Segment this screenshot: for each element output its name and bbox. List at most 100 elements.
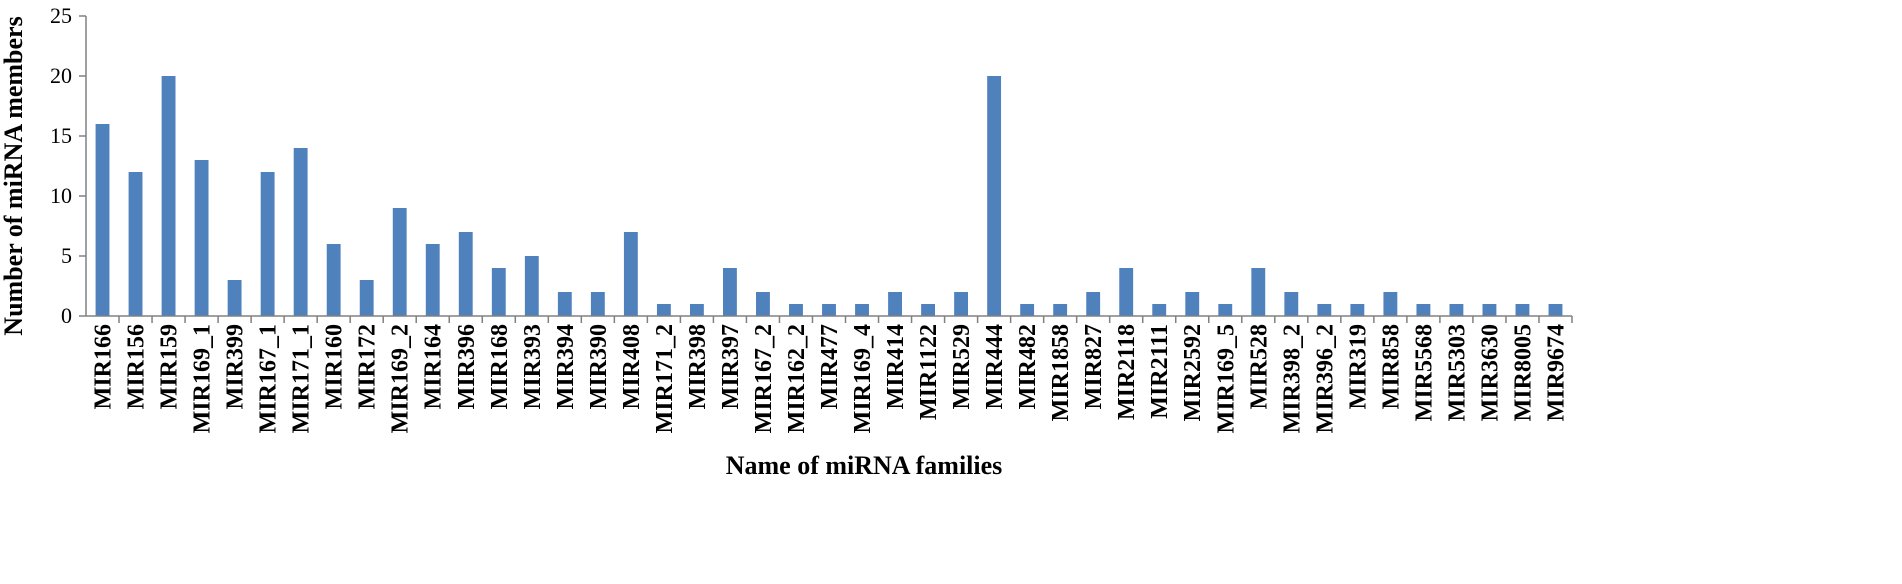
x-tick-label-mir171_2: MIR171_2 [652,324,678,433]
bar-mir156 [128,172,143,316]
x-tick-label-mir398_2: MIR398_2 [1279,324,1305,433]
y-axis-ticks: 0 5 10 15 20 25 [50,3,86,328]
bar-mir477 [822,304,836,316]
y-tick-label: 5 [61,243,72,268]
bar-mir169_4 [855,304,869,316]
bar-mir398_2 [1284,292,1299,316]
bar-mir168 [491,268,506,316]
x-tick-label-mir167_2: MIR167_2 [751,324,777,433]
x-tick-label-mir5568: MIR5568 [1411,324,1437,421]
bar-mir169_2 [392,208,407,316]
bar-mir393 [524,256,539,316]
x-tick-label-mir162_2: MIR162_2 [784,324,810,433]
bar-mir169_5 [1218,304,1233,316]
x-tick-label-mir2111: MIR2111 [1147,324,1173,419]
bar-mir3630 [1482,304,1497,316]
bar-mir167_2 [756,292,770,316]
x-tick-label-mir3630: MIR3630 [1477,324,1503,421]
bar-mir319 [1350,304,1365,316]
bar-mir396_2 [1317,304,1332,316]
x-tick-label-mir396: MIR396 [454,324,480,409]
x-tick-label-mir5303: MIR5303 [1444,324,1470,421]
bar-mir167_1 [260,172,275,316]
bar-mir414 [888,292,902,316]
y-tick-label: 15 [50,123,72,148]
bar-mir398 [689,304,704,316]
x-tick-label-mir444: MIR444 [982,324,1008,409]
x-tick-label-mir477: MIR477 [817,324,843,409]
x-tick-label-mir408: MIR408 [619,324,645,409]
bar-mir827 [1086,292,1101,316]
x-tick-label-mir398: MIR398 [685,324,711,409]
y-tick-label: 10 [50,183,72,208]
bar-mir408 [623,232,638,316]
bar-mir166 [95,124,110,316]
x-tick-label-mir169_4: MIR169_4 [850,324,876,433]
x-tick-label-mir482: MIR482 [1015,324,1041,409]
x-tick-label-mir394: MIR394 [553,324,579,409]
x-axis-category-labels: MIR166 MIR156 MIR159 MIR169_1 MIR399 MIR167_1… [91,324,1570,433]
x-tick-label-mir2118: MIR2118 [1114,324,1140,420]
bar-mir9674 [1548,304,1563,316]
bar-mir397 [722,268,737,316]
bar-mir5568 [1416,304,1431,316]
y-tick-label: 25 [50,3,72,28]
bar-mir1858 [1053,304,1068,316]
bar-mir482 [1020,304,1035,316]
x-tick-label-mir169_5: MIR169_5 [1213,324,1239,433]
x-tick-label-mir390: MIR390 [586,324,612,409]
y-axis-title: Number of miRNA members [0,16,28,335]
bar-mir159 [161,76,176,316]
bar-mir2118 [1119,268,1134,316]
bar-mir171_1 [293,148,308,316]
bar-mir164 [425,244,440,316]
bars [95,76,1573,323]
bar-mir172 [359,280,374,316]
x-tick-label-mir414: MIR414 [883,324,909,409]
x-tick-label-mir169_1: MIR169_1 [190,324,216,433]
x-tick-label-mir393: MIR393 [520,324,546,409]
x-tick-label-mir528: MIR528 [1246,324,1272,409]
bar-mir2111 [1152,304,1167,316]
x-tick-label-mir168: MIR168 [487,324,513,409]
x-tick-label-mir858: MIR858 [1378,324,1404,409]
x-tick-label-mir171_1: MIR171_1 [289,324,315,433]
bar-mir528 [1251,268,1266,316]
x-tick-label-mir397: MIR397 [718,324,744,409]
x-tick-label-mir396_2: MIR396_2 [1312,324,1338,433]
bar-mir162_2 [789,304,803,316]
x-tick-label-mir160: MIR160 [322,324,348,409]
bar-mir396 [458,232,473,316]
bar-mir5303 [1449,304,1464,316]
y-tick-label: 0 [61,303,72,328]
bar-mir2592 [1185,292,1200,316]
bar-mir399 [227,280,242,316]
x-tick-label-mir319: MIR319 [1345,324,1371,409]
x-tick-label-mir169_2: MIR169_2 [388,324,414,433]
bar-mir8005 [1515,304,1530,316]
x-tick-label-mir2592: MIR2592 [1180,324,1206,421]
x-axis-title: Name of miRNA families [726,451,1003,480]
y-tick-label: 20 [50,63,72,88]
x-tick-label-mir164: MIR164 [421,324,447,409]
x-tick-label-mir8005: MIR8005 [1510,324,1536,421]
x-tick-label-mir167_1: MIR167_1 [256,324,282,433]
x-tick-label-mir827: MIR827 [1081,324,1107,409]
bar-mir394 [557,292,572,316]
bar-mir858 [1383,292,1398,316]
bar-mir160 [326,244,341,316]
x-tick-label-mir1858: MIR1858 [1048,324,1074,421]
bar-mir444 [987,76,1002,316]
x-tick-label-mir159: MIR159 [157,324,183,409]
bar-mir529 [954,292,969,316]
bar-mir171_2 [656,304,671,316]
bar-mir169_1 [194,160,209,316]
x-tick-label-mir156: MIR156 [124,324,150,409]
bar-mir1122 [921,304,936,316]
x-tick-label-mir399: MIR399 [223,324,249,409]
x-tick-label-mir166: MIR166 [91,324,117,409]
bar-mir390 [590,292,605,316]
x-tick-label-mir9674: MIR9674 [1543,324,1569,421]
x-tick-label-mir529: MIR529 [949,324,975,409]
